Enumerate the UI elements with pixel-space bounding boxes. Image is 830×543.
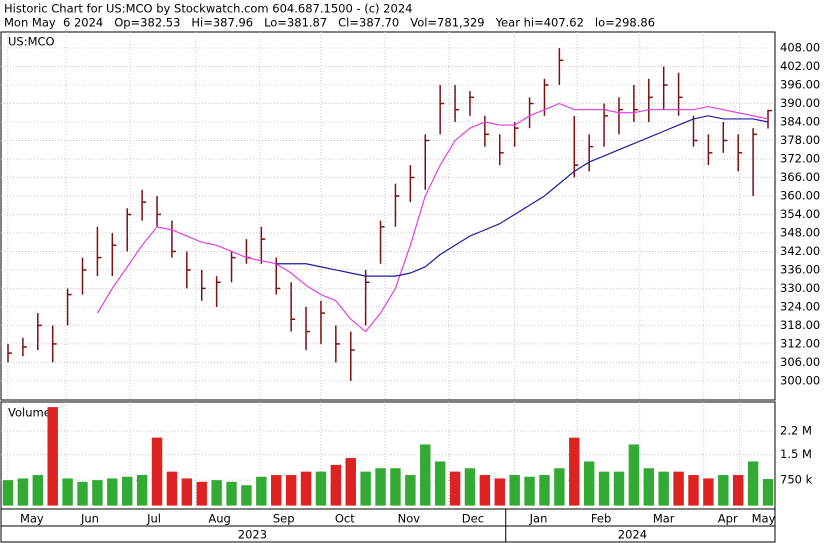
x-tick-label: Jul: [146, 512, 161, 526]
volume-bar: [613, 471, 625, 506]
volume-bar: [405, 475, 416, 506]
y-tick-label: 324.00: [780, 299, 820, 313]
volume-bar: [658, 471, 669, 506]
y-tick-label: 372.00: [780, 151, 820, 165]
volume-bar: [569, 437, 580, 506]
volume-bar: [598, 471, 610, 506]
volume-bar: [32, 475, 44, 506]
volume-bar: [166, 471, 178, 506]
volume-bar: [271, 475, 282, 506]
volume-bar: [479, 475, 491, 506]
x-tick-label: Oct: [335, 512, 355, 526]
y-tick-label: 384.00: [780, 114, 820, 128]
x-tick-label: Apr: [718, 512, 738, 526]
volume-bar: [494, 478, 505, 506]
volume-bar: [688, 475, 699, 506]
y-tick-label: 390.00: [780, 96, 820, 110]
volume-bar: [181, 478, 193, 506]
volume-bar: [92, 480, 103, 506]
volume-bar: [524, 476, 535, 506]
volume-bar: [330, 464, 342, 506]
y-tick-label: 396.00: [780, 78, 820, 92]
symbol-label: US:MCO: [8, 35, 55, 49]
volume-bar: [17, 478, 29, 506]
volume-bar: [703, 478, 714, 506]
volume-bar: [554, 468, 565, 506]
y-tick-label: 330.00: [780, 281, 820, 295]
volume-bar: [151, 437, 163, 506]
y-tick-label: 378.00: [780, 133, 820, 147]
price-panel: [0, 31, 776, 401]
volume-bar: [315, 471, 327, 506]
volume-bar: [256, 476, 267, 506]
volume-bar: [77, 481, 88, 506]
x-tick-label: Mar: [653, 512, 675, 526]
y-tick-label: 360.00: [780, 188, 820, 202]
y-tick-label: 348.00: [780, 225, 820, 239]
x-tick-label: Dec: [462, 512, 484, 526]
volume-bar: [718, 475, 729, 506]
volume-tick-label: 1.5 M: [780, 447, 812, 461]
y-tick-label: 402.00: [780, 59, 820, 73]
volume-bar: [420, 444, 431, 506]
volume-bar: [360, 471, 371, 506]
volume-bar: [375, 468, 386, 506]
volume-bar: [226, 481, 237, 506]
header-line: Historic Chart for US:MCO by Stockwatch.…: [4, 2, 412, 16]
volume-bar: [628, 444, 640, 506]
volume-bar: [241, 485, 252, 506]
x-tick-label: May: [752, 512, 776, 526]
y-tick-label: 336.00: [780, 262, 820, 276]
volume-bar: [539, 475, 550, 506]
y-tick-label: 312.00: [780, 336, 820, 350]
moving-average: [276, 115, 769, 277]
y-tick-label: 354.00: [780, 207, 820, 221]
volume-bar: [673, 471, 684, 506]
volume-tick-label: 750 k: [780, 473, 813, 487]
y-tick-label: 366.00: [780, 170, 820, 184]
x-tick-label: Jan: [529, 512, 548, 526]
volume-bar: [434, 461, 446, 506]
volume-label: Volume: [8, 406, 51, 420]
volume-bar: [643, 468, 654, 506]
x-tick-label: May: [20, 512, 44, 526]
volume-bar: [390, 468, 401, 506]
volume-bar: [732, 475, 744, 506]
volume-bar: [449, 471, 461, 506]
year-label: 2024: [618, 528, 647, 542]
y-tick-label: 306.00: [780, 355, 820, 369]
moving-average: [96, 102, 769, 333]
volume-bar: [285, 475, 297, 506]
volume-bar: [583, 461, 595, 506]
x-tick-label: Sep: [273, 512, 295, 526]
volume-bar: [747, 461, 759, 506]
volume-bar: [345, 458, 356, 506]
volume-bar: [136, 475, 148, 506]
volume-bar: [122, 476, 133, 506]
volume-bar: [300, 471, 312, 506]
y-tick-label: 342.00: [780, 244, 820, 258]
volume-bar: [47, 407, 58, 506]
volume-bar: [107, 478, 118, 506]
x-tick-label: Aug: [208, 512, 230, 526]
x-tick-label: Nov: [398, 512, 421, 526]
volume-bar: [2, 480, 14, 506]
volume-bar: [464, 468, 476, 506]
y-tick-label: 408.00: [780, 41, 820, 55]
volume-bar: [762, 479, 774, 506]
y-tick-label: 318.00: [780, 318, 820, 332]
volume-bar: [62, 478, 73, 506]
volume-bar: [211, 480, 222, 506]
volume-bar: [196, 481, 207, 506]
volume-bar: [509, 475, 520, 506]
x-tick-label: Jun: [80, 512, 99, 526]
year-label: 2023: [238, 528, 267, 542]
x-tick-label: Feb: [591, 512, 611, 526]
y-tick-label: 300.00: [780, 373, 820, 387]
header-line: Mon May 6 2024 Op=382.53 Hi=387.96 Lo=38…: [4, 16, 655, 30]
volume-tick-label: 2.2 M: [780, 423, 812, 437]
